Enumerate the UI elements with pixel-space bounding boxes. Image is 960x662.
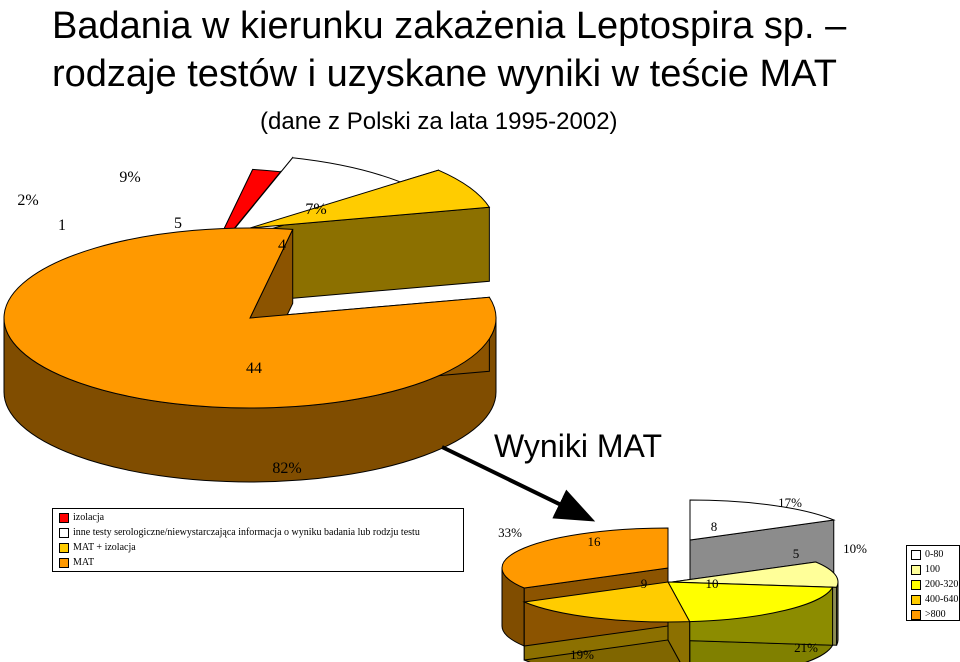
- pie-percent-label: 17%: [778, 495, 802, 510]
- title-line-1: Badania w kierunku zakażenia Leptospira …: [52, 5, 847, 47]
- pie-value-label: 5: [793, 546, 800, 561]
- legend-label: inne testy serologiczne/niewystarczająca…: [73, 527, 420, 538]
- pie-percent-label: 33%: [498, 525, 522, 540]
- legend-label: izolacja: [73, 512, 105, 523]
- legend-item: >800: [911, 608, 959, 621]
- legend-swatch: [59, 542, 69, 553]
- legend-swatch: [911, 564, 921, 575]
- legend-swatch: [911, 579, 921, 590]
- legend-label: MAT + izolacja: [73, 542, 136, 553]
- legend-item: izolacja: [59, 511, 463, 524]
- title-line-2: rodzaje testów i uzyskane wyniki w teści…: [52, 53, 837, 95]
- pie-chart-test-types: 1 2% 5 9% 4 7% 44 82%: [3, 156, 497, 483]
- legend-label: 200-320: [925, 579, 959, 590]
- legend-item: 0-80: [911, 548, 959, 561]
- legend-swatch: [59, 512, 69, 523]
- legend-label: 0-80: [925, 549, 944, 560]
- pie-percent-label: 10%: [843, 541, 867, 556]
- chart-title: Badania w kierunku zakażenia Leptospira …: [52, 2, 846, 98]
- pie-percent-label: 21%: [794, 640, 818, 655]
- legend-label: MAT: [73, 557, 95, 568]
- pie-value-label: 8: [711, 519, 718, 534]
- pie-slice-100: [671, 561, 839, 588]
- legend-label: 100: [925, 564, 940, 575]
- legend-swatch: [911, 549, 921, 560]
- chart-subtitle: (dane z Polski za lata 1995-2002): [260, 108, 618, 135]
- pie-percent-label: 19%: [570, 647, 594, 662]
- pie-value-label: 10: [706, 576, 719, 591]
- legend-label: 400-640: [925, 594, 959, 605]
- pie-value-label: 1: [58, 217, 66, 234]
- pie-value-label: 5: [174, 215, 182, 232]
- legend-swatch: [59, 527, 69, 538]
- pie-slice-200-320: [667, 581, 834, 623]
- pie-slice-0-80: [689, 499, 836, 541]
- arrow-to-mat-results: [441, 445, 596, 522]
- legend-swatch: [911, 594, 921, 605]
- pie-slice-400-640: [522, 581, 691, 623]
- pie-value-label: 4: [278, 237, 286, 254]
- legend-item: 400-640: [911, 593, 959, 606]
- legend-item: 100: [911, 563, 959, 576]
- pie-percent-label: 9%: [119, 169, 140, 186]
- pie-percent-label: 2%: [17, 192, 38, 209]
- legend-item: inne testy serologiczne/niewystarczająca…: [59, 526, 463, 539]
- legend-swatch: [59, 557, 69, 568]
- legend-label: >800: [925, 609, 946, 620]
- pie-slice-mat: [3, 227, 497, 409]
- pie-slice--800: [501, 527, 669, 589]
- pie-chart-mat-results: 8 17% 5 10% 10 21% 9 19% 16 33%: [498, 495, 867, 662]
- pie-percent-label: 82%: [272, 460, 301, 477]
- legend-item: MAT + izolacja: [59, 541, 463, 554]
- pie-value-label: 9: [641, 576, 648, 591]
- legend-item: 200-320: [911, 578, 959, 591]
- legend-mat-results: 0-80 100 200-320 400-640 >800: [906, 545, 960, 621]
- pie-percent-label: 7%: [305, 201, 326, 218]
- pie2-title: Wyniki MAT: [494, 428, 662, 464]
- legend-swatch: [911, 609, 921, 620]
- legend-test-types: izolacja inne testy serologiczne/niewysta…: [52, 508, 464, 572]
- pie-slice-mat-izolacja: [249, 169, 491, 229]
- pie-value-label: 16: [588, 534, 602, 549]
- legend-item: MAT: [59, 556, 463, 569]
- pie-value-label: 44: [246, 360, 262, 377]
